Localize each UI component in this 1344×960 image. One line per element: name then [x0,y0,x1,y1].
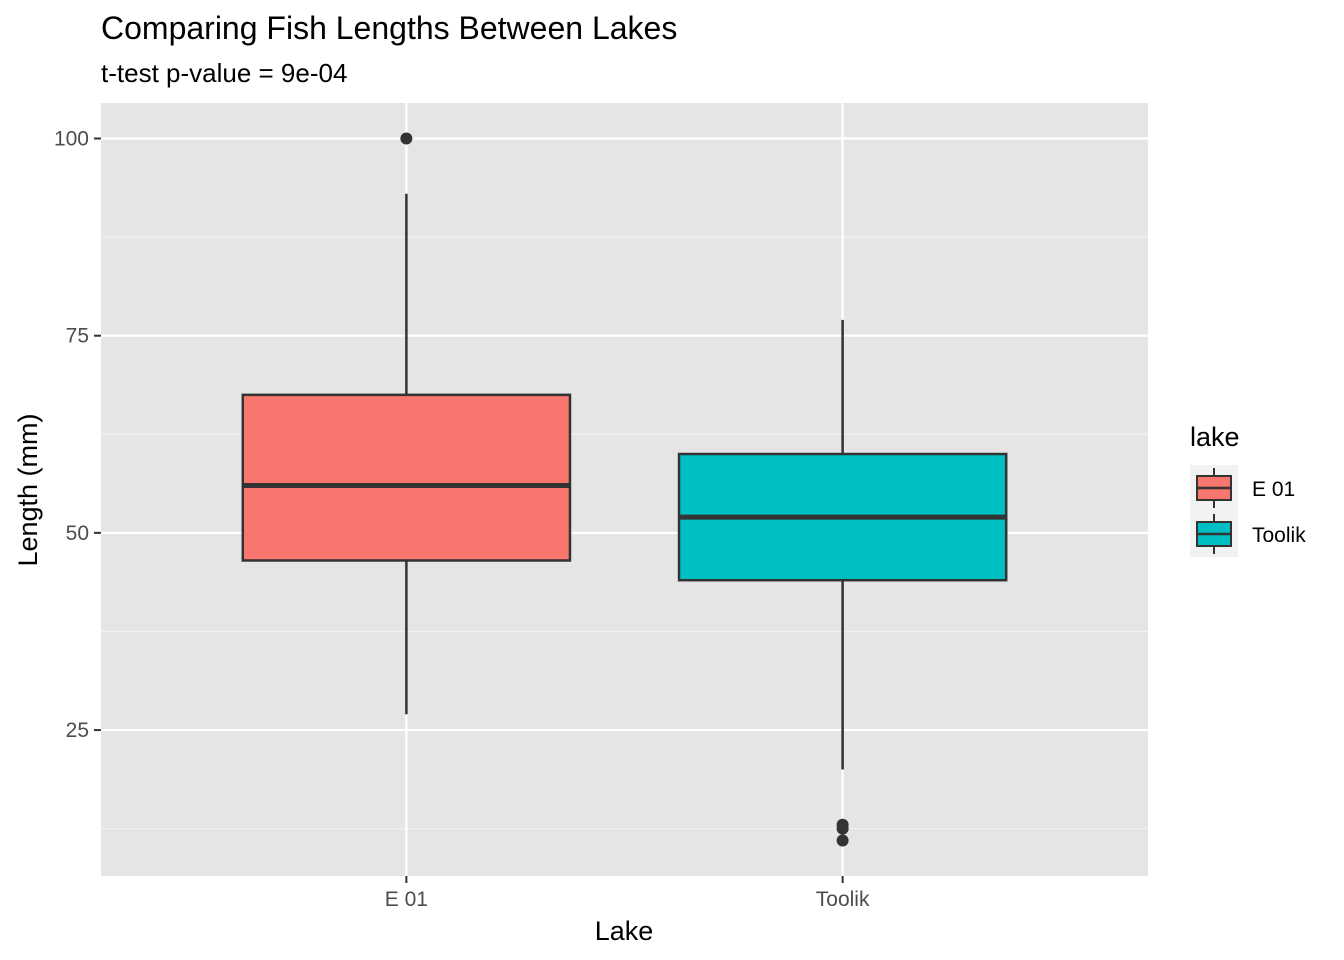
chart-title: Comparing Fish Lengths Between Lakes [101,10,677,46]
legend-title: lake [1190,422,1240,452]
legend: lake E 01 Toolik [1190,422,1306,557]
legend-entry: Toolik [1196,514,1306,554]
y-tick-label: 100 [54,127,89,150]
y-tick-label: 75 [66,325,89,348]
x-tick-label: E 01 [385,888,428,911]
legend-label: Toolik [1252,524,1306,547]
y-axis-title: Length (mm) [13,413,43,566]
boxplot-e-01 [241,132,572,715]
legend-entry: E 01 [1196,468,1295,508]
x-axis-title: Lake [595,916,654,946]
boxplots [241,132,1008,847]
y-tick-label: 25 [66,719,89,742]
outlier-point [836,822,849,835]
y-tick-label: 50 [66,522,89,545]
x-tick-label: Toolik [816,888,870,911]
chart-subtitle: t-test p-value = 9e-04 [101,58,347,88]
box [241,393,572,562]
outlier-point [836,834,849,847]
axes: 25 50 75 100 E 01 Toolik [54,127,870,911]
outlier-point [400,132,413,145]
boxplot-toolik [677,319,1008,847]
legend-label: E 01 [1252,478,1295,501]
